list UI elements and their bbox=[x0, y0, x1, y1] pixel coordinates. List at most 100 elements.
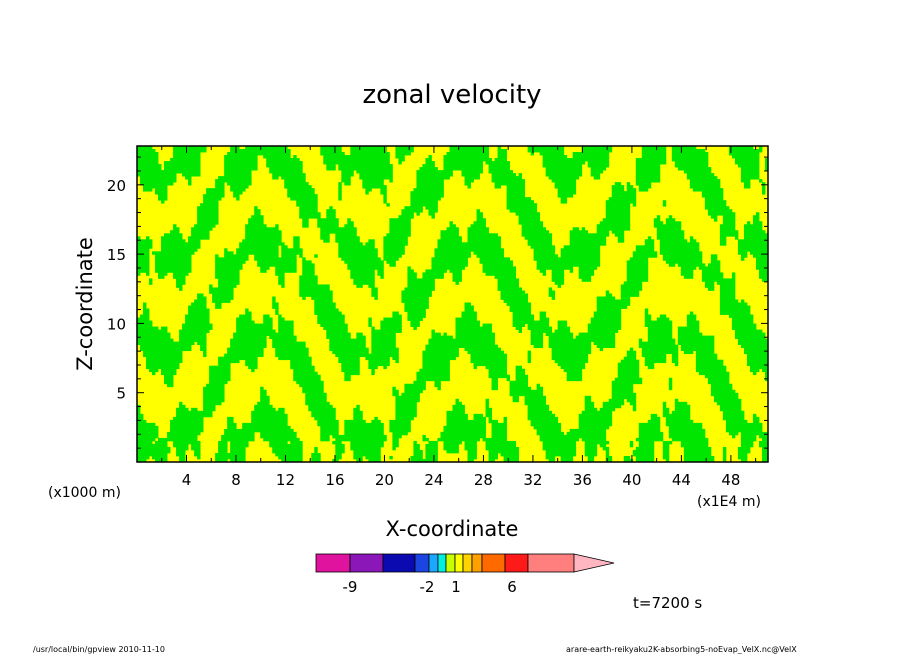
green-region bbox=[197, 296, 207, 300]
green-region bbox=[731, 155, 760, 159]
green-region bbox=[302, 224, 309, 228]
green-region bbox=[245, 311, 252, 315]
green-region bbox=[320, 149, 342, 153]
green-region bbox=[302, 257, 306, 261]
green-region bbox=[491, 425, 507, 430]
green-region bbox=[176, 281, 186, 285]
green-region bbox=[674, 398, 679, 403]
green-region bbox=[518, 173, 522, 177]
green-region bbox=[467, 452, 477, 457]
green-region bbox=[569, 428, 607, 433]
green-region bbox=[515, 371, 526, 376]
green-region bbox=[542, 158, 610, 162]
green-region bbox=[554, 329, 571, 333]
green-region bbox=[137, 239, 153, 243]
green-region bbox=[506, 200, 535, 204]
green-region bbox=[404, 386, 426, 391]
green-region bbox=[611, 188, 625, 192]
green-region bbox=[161, 368, 177, 373]
green-region bbox=[506, 185, 526, 189]
green-region bbox=[479, 260, 513, 264]
green-region bbox=[368, 359, 390, 364]
green-region bbox=[734, 329, 763, 333]
green-region bbox=[674, 404, 691, 409]
green-region bbox=[719, 308, 751, 312]
green-region bbox=[557, 320, 568, 324]
green-region bbox=[179, 401, 183, 406]
green-region bbox=[506, 194, 526, 198]
green-region bbox=[752, 371, 757, 376]
green-region bbox=[740, 458, 748, 462]
green-region bbox=[392, 356, 399, 361]
green-region bbox=[554, 359, 589, 364]
green-region bbox=[569, 233, 610, 237]
green-region bbox=[443, 425, 486, 430]
green-region bbox=[194, 224, 216, 228]
green-region bbox=[659, 314, 667, 318]
green-region bbox=[422, 434, 426, 439]
green-region bbox=[137, 149, 156, 153]
green-region bbox=[422, 272, 444, 276]
green-region bbox=[530, 332, 544, 336]
green-region bbox=[146, 356, 183, 361]
green-region bbox=[446, 419, 486, 424]
green-region bbox=[500, 296, 529, 300]
green-region bbox=[389, 425, 411, 430]
green-region bbox=[398, 215, 414, 219]
green-region bbox=[182, 173, 201, 177]
green-region bbox=[467, 236, 501, 240]
green-region bbox=[182, 323, 213, 327]
green-region bbox=[176, 452, 186, 457]
green-region bbox=[395, 395, 420, 400]
green-region bbox=[329, 206, 333, 210]
green-region bbox=[737, 455, 748, 460]
green-region bbox=[161, 248, 198, 252]
green-region bbox=[704, 206, 730, 210]
green-region bbox=[578, 413, 613, 418]
green-region bbox=[611, 191, 637, 195]
green-region bbox=[218, 278, 240, 282]
green-region bbox=[728, 152, 760, 156]
green-region bbox=[335, 353, 399, 358]
green-region bbox=[557, 326, 571, 330]
green-region bbox=[635, 455, 655, 460]
green-region bbox=[395, 155, 405, 159]
green-region bbox=[407, 284, 435, 288]
green-region bbox=[647, 365, 655, 370]
green-region bbox=[761, 437, 768, 442]
green-region bbox=[137, 320, 153, 324]
green-region bbox=[551, 269, 565, 273]
green-region bbox=[182, 326, 213, 330]
green-region bbox=[179, 338, 207, 343]
green-region bbox=[335, 239, 360, 243]
green-region bbox=[197, 455, 201, 460]
green-region bbox=[320, 434, 330, 439]
green-region bbox=[611, 383, 634, 388]
green-region bbox=[527, 326, 553, 330]
green-region bbox=[638, 188, 649, 192]
green-region bbox=[425, 161, 435, 165]
green-region bbox=[731, 434, 736, 439]
green-region bbox=[491, 377, 498, 382]
green-region bbox=[485, 272, 516, 276]
green-region bbox=[395, 359, 399, 364]
colorbar-label: -9 bbox=[343, 578, 358, 596]
green-region bbox=[269, 335, 297, 340]
green-region bbox=[203, 404, 216, 409]
green-region bbox=[272, 296, 276, 300]
green-region bbox=[662, 200, 667, 204]
green-region bbox=[344, 377, 351, 382]
green-region bbox=[320, 146, 342, 150]
green-region bbox=[527, 410, 553, 415]
green-region bbox=[278, 320, 294, 324]
green-region bbox=[407, 314, 426, 318]
green-region bbox=[227, 152, 291, 156]
green-region bbox=[665, 260, 703, 264]
green-region bbox=[719, 236, 727, 240]
green-region bbox=[683, 275, 694, 279]
green-region bbox=[734, 158, 760, 162]
green-region bbox=[590, 317, 622, 321]
green-region bbox=[605, 293, 613, 297]
green-region bbox=[203, 401, 222, 406]
green-region bbox=[425, 347, 459, 352]
